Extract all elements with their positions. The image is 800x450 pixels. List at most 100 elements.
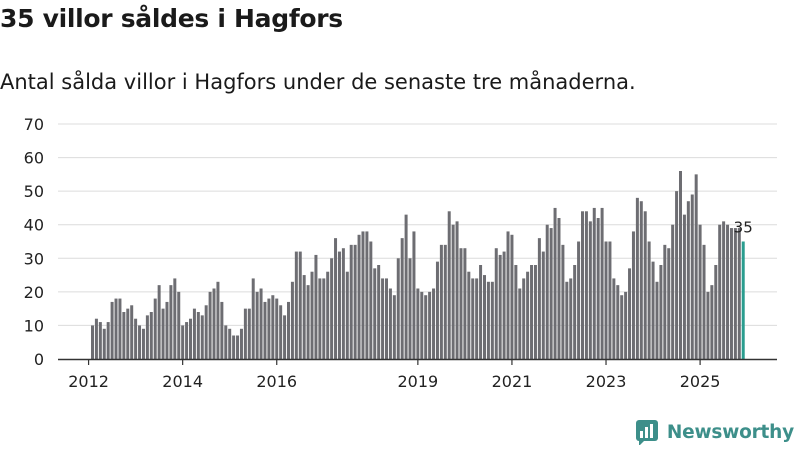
bar	[134, 318, 138, 359]
x-tick-label: 2012	[68, 372, 109, 391]
bar	[533, 265, 537, 359]
bar	[428, 291, 432, 359]
bar	[475, 278, 479, 359]
bar	[122, 312, 126, 359]
y-tick-label: 30	[24, 249, 44, 268]
bar	[318, 278, 322, 359]
bar	[573, 265, 577, 359]
bar	[212, 288, 216, 359]
bar	[647, 241, 651, 359]
bar	[722, 221, 726, 359]
bar	[373, 268, 377, 359]
bar	[420, 291, 424, 359]
bar	[631, 231, 635, 359]
bar	[330, 258, 334, 359]
bar	[577, 241, 581, 359]
bar	[130, 305, 134, 359]
chart-subtitle: Antal sålda villor i Hagfors under de se…	[0, 70, 636, 94]
y-tick-label: 20	[24, 283, 44, 302]
y-tick-label: 50	[24, 182, 44, 201]
bar	[659, 265, 663, 359]
bar	[486, 281, 490, 359]
bar	[667, 248, 671, 359]
bar	[443, 244, 447, 359]
bar	[220, 301, 224, 359]
bar	[596, 218, 600, 359]
bar	[236, 335, 240, 359]
bar	[408, 258, 412, 359]
brand-name: Newsworthy	[666, 421, 794, 443]
bar	[251, 278, 255, 359]
bar	[455, 221, 459, 359]
x-tick-label: 2021	[492, 372, 533, 391]
bar	[326, 271, 330, 359]
bar	[412, 231, 416, 359]
bar	[102, 328, 106, 359]
bar	[494, 248, 498, 359]
bar	[467, 271, 471, 359]
bar	[232, 335, 236, 359]
bar	[271, 295, 275, 359]
bar	[255, 291, 259, 359]
bar	[651, 261, 655, 359]
bar	[588, 221, 592, 359]
bar	[165, 301, 169, 359]
bar	[365, 231, 369, 359]
bar	[200, 315, 204, 359]
bar	[643, 211, 647, 359]
bar	[620, 295, 624, 359]
bar	[726, 224, 730, 359]
bar	[153, 298, 157, 359]
y-axis-ticks: 0 10 20 30 40 50 60 70	[24, 115, 44, 369]
bar	[98, 322, 102, 359]
bar	[267, 298, 271, 359]
y-tick-label: 10	[24, 316, 44, 335]
bar	[612, 278, 616, 359]
bar	[141, 328, 145, 359]
bar	[247, 308, 251, 359]
bar	[663, 244, 667, 359]
bar	[435, 261, 439, 359]
bar	[530, 265, 534, 359]
bar	[185, 322, 189, 359]
bar	[396, 258, 400, 359]
x-tick-label: 2016	[256, 372, 297, 391]
bar	[694, 174, 698, 359]
bar	[510, 234, 514, 359]
bar	[369, 241, 373, 359]
bar	[483, 275, 486, 359]
bar	[208, 291, 212, 359]
bar	[569, 278, 573, 359]
bar	[196, 312, 200, 359]
bar	[655, 281, 659, 359]
bar	[283, 315, 287, 359]
bar	[561, 244, 565, 359]
bar	[698, 224, 702, 359]
bar-series	[91, 171, 745, 359]
bar	[498, 254, 502, 359]
bar	[592, 207, 596, 359]
bar	[189, 318, 192, 359]
bar	[718, 224, 722, 359]
bar	[463, 248, 467, 359]
bar	[526, 271, 530, 359]
y-tick-label: 60	[24, 149, 44, 168]
bar	[506, 231, 510, 359]
bar	[192, 308, 196, 359]
bar	[290, 281, 294, 359]
bar	[679, 171, 682, 359]
bar	[714, 265, 718, 359]
bar	[557, 218, 561, 359]
bar	[216, 281, 220, 359]
bar	[518, 288, 522, 359]
bar	[181, 325, 185, 359]
bar	[690, 194, 694, 359]
bar	[733, 228, 737, 359]
bar	[337, 251, 341, 359]
bar	[541, 251, 545, 359]
bar	[424, 295, 428, 359]
bar	[243, 308, 247, 359]
bar	[686, 201, 690, 359]
bar	[263, 301, 267, 359]
bar	[388, 288, 392, 359]
